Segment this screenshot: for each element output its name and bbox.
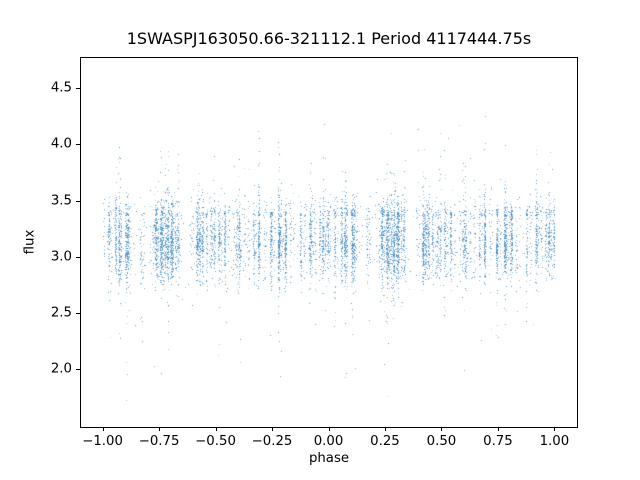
y-tick-label: 3.5 bbox=[50, 193, 72, 208]
x-tick-mark bbox=[441, 427, 443, 431]
x-tick-label: 0.75 bbox=[483, 434, 513, 449]
y-tick-mark bbox=[76, 200, 80, 202]
x-tick-mark bbox=[497, 427, 499, 431]
y-tick-mark bbox=[76, 88, 80, 90]
x-tick-label: −0.25 bbox=[251, 434, 293, 449]
y-tick-label: 2.0 bbox=[50, 361, 72, 377]
x-tick-mark bbox=[272, 427, 274, 431]
x-tick-mark bbox=[554, 427, 556, 431]
y-tick-label: 4.0 bbox=[50, 136, 72, 152]
x-tick-mark bbox=[328, 427, 330, 431]
y-tick-mark bbox=[76, 144, 80, 146]
y-tick-mark bbox=[76, 312, 80, 314]
x-tick-label: −1.00 bbox=[82, 434, 123, 449]
x-tick-mark bbox=[159, 427, 161, 431]
y-tick-mark bbox=[76, 368, 80, 370]
plot-frame bbox=[80, 57, 578, 428]
y-tick-label: 2.5 bbox=[50, 305, 72, 321]
x-tick-label: 1.00 bbox=[539, 434, 570, 449]
x-tick-label: −0.50 bbox=[195, 434, 236, 449]
x-tick-label: 0.50 bbox=[426, 434, 457, 449]
x-tick-mark bbox=[215, 427, 217, 431]
x-tick-mark bbox=[384, 427, 386, 431]
chart-title: 1SWASPJ163050.66-321112.1 Period 4117444… bbox=[126, 29, 532, 48]
x-tick-label: −0.75 bbox=[138, 434, 180, 449]
y-axis-label: flux bbox=[22, 229, 38, 255]
x-axis-label: phase bbox=[308, 451, 350, 466]
y-tick-label: 4.5 bbox=[50, 80, 72, 96]
y-tick-mark bbox=[76, 256, 80, 258]
x-tick-label: 0.00 bbox=[313, 434, 344, 449]
x-tick-label: 0.25 bbox=[370, 434, 400, 449]
x-tick-mark bbox=[102, 427, 104, 431]
y-tick-label: 3.0 bbox=[50, 249, 72, 265]
